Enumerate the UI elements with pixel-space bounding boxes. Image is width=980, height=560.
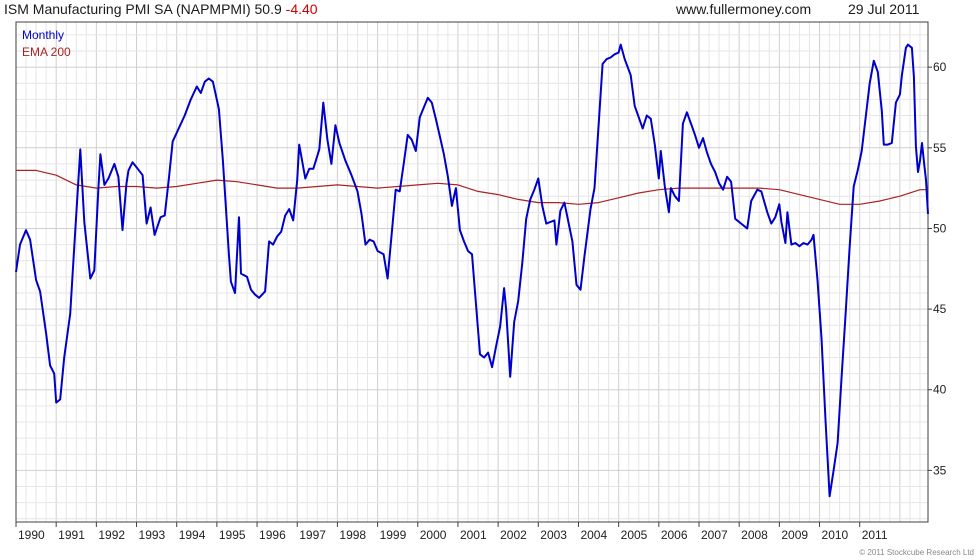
y-tick-label: 55 bbox=[933, 141, 947, 155]
x-tick-label: 1993 bbox=[139, 528, 166, 542]
x-tick-label: 2006 bbox=[661, 528, 688, 542]
y-tick-label: 40 bbox=[933, 383, 947, 397]
x-tick-label: 1991 bbox=[58, 528, 85, 542]
x-tick-label: 2005 bbox=[621, 528, 648, 542]
x-tick-label: 2000 bbox=[420, 528, 447, 542]
x-axis: 1990 1991 1992 1993 1994 1995 1996 1997 1998 1999… bbox=[15, 522, 888, 542]
change-value: -4.40 bbox=[285, 1, 318, 17]
series-group bbox=[15, 43, 929, 498]
x-tick-label: 2004 bbox=[580, 528, 607, 542]
x-tick-label: 1992 bbox=[98, 528, 125, 542]
x-tick-label: 2007 bbox=[701, 528, 728, 542]
x-tick-label: 2009 bbox=[781, 528, 808, 542]
x-tick-label: 2010 bbox=[822, 528, 849, 542]
x-tick-label: 2003 bbox=[540, 528, 567, 542]
grid bbox=[15, 22, 928, 522]
plot-frame bbox=[15, 21, 929, 523]
x-tick-label: 1990 bbox=[18, 528, 45, 542]
x-tick-label: 2002 bbox=[500, 528, 527, 542]
x-tick-label: 2008 bbox=[741, 528, 768, 542]
x-tick-label: 1998 bbox=[339, 528, 366, 542]
x-tick-label: 1994 bbox=[179, 528, 206, 542]
chart-title: ISM Manufacturing PMI SA (NAPMPMI) bbox=[4, 1, 251, 17]
series-monthly-line bbox=[15, 43, 929, 498]
y-tick-label: 50 bbox=[933, 221, 947, 235]
x-tick-label: 2011 bbox=[862, 528, 888, 542]
y-tick-label: 45 bbox=[933, 302, 947, 316]
last-value: 50.9 bbox=[254, 1, 282, 17]
site-url: www.fullermoney.com bbox=[676, 1, 812, 17]
y-axis: 35 40 45 50 55 60 bbox=[928, 60, 947, 477]
legend-ema: EMA 200 bbox=[22, 45, 71, 59]
x-tick-label: 1997 bbox=[299, 528, 326, 542]
chart-date: 29 Jul 2011 bbox=[848, 1, 920, 17]
copyright: © 2011 Stockcube Research Ltd bbox=[859, 548, 974, 557]
x-tick-label: 1996 bbox=[259, 528, 286, 542]
series-ema-line bbox=[16, 169, 928, 205]
y-tick-label: 60 bbox=[933, 60, 947, 74]
x-tick-label: 1999 bbox=[380, 528, 407, 542]
chart-title-bar: ISM Manufacturing PMI SA (NAPMPMI) 50.9 … bbox=[4, 1, 318, 19]
legend-monthly: Monthly bbox=[22, 28, 64, 42]
y-tick-label: 35 bbox=[933, 463, 947, 477]
x-tick-label: 1995 bbox=[219, 528, 246, 542]
x-tick-label: 2001 bbox=[460, 528, 487, 542]
